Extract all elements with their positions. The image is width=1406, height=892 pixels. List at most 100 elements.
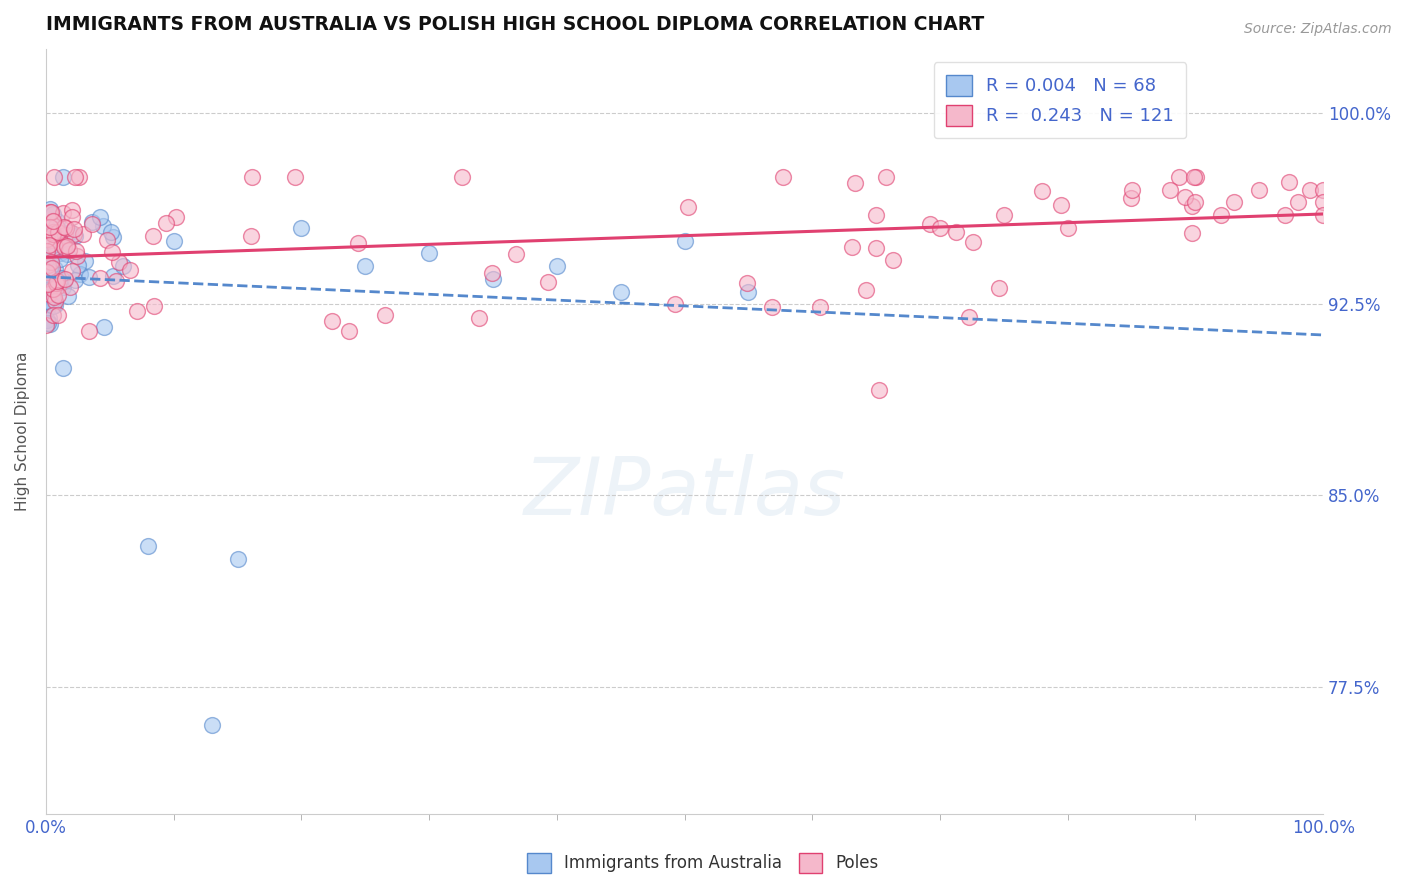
Point bbox=[38, 287, 60, 301]
Point bbox=[284, 169, 307, 184]
Point bbox=[136, 540, 159, 554]
Point bbox=[38, 220, 60, 235]
Point bbox=[44, 262, 66, 277]
Point bbox=[65, 228, 87, 243]
Point bbox=[37, 244, 59, 259]
Point bbox=[111, 259, 134, 273]
Point bbox=[38, 233, 60, 247]
Point bbox=[42, 227, 65, 241]
Point bbox=[1182, 169, 1205, 184]
Point bbox=[46, 278, 69, 293]
Y-axis label: High School Diploma: High School Diploma bbox=[15, 352, 30, 511]
Point bbox=[810, 300, 832, 314]
Point bbox=[118, 263, 141, 277]
Point bbox=[39, 255, 62, 269]
Point bbox=[918, 217, 941, 231]
Point bbox=[41, 308, 63, 322]
Point bbox=[65, 244, 87, 258]
Point bbox=[44, 293, 66, 308]
Point bbox=[55, 221, 77, 235]
Point bbox=[882, 252, 904, 267]
Point bbox=[58, 225, 80, 239]
Point bbox=[163, 234, 186, 248]
Point bbox=[35, 231, 58, 245]
Point bbox=[737, 285, 759, 299]
Point bbox=[53, 271, 76, 285]
Point bbox=[72, 227, 94, 241]
Point bbox=[1056, 220, 1078, 235]
Point bbox=[1167, 169, 1189, 184]
Point bbox=[155, 216, 177, 230]
Point bbox=[41, 299, 63, 313]
Point bbox=[38, 317, 60, 331]
Point bbox=[45, 274, 67, 288]
Point bbox=[73, 254, 96, 268]
Point bbox=[44, 290, 66, 304]
Point bbox=[346, 236, 368, 251]
Point bbox=[165, 210, 187, 224]
Point bbox=[337, 324, 360, 338]
Point bbox=[100, 225, 122, 239]
Point bbox=[772, 169, 794, 184]
Point bbox=[52, 240, 75, 254]
Point bbox=[988, 281, 1011, 295]
Point bbox=[108, 255, 131, 269]
Point bbox=[48, 287, 70, 301]
Point bbox=[418, 246, 440, 260]
Point bbox=[42, 282, 65, 296]
Point bbox=[35, 318, 58, 332]
Point bbox=[52, 169, 75, 184]
Point bbox=[44, 298, 66, 312]
Point bbox=[96, 233, 118, 247]
Legend: Immigrants from Australia, Poles: Immigrants from Australia, Poles bbox=[520, 847, 886, 880]
Point bbox=[37, 277, 59, 291]
Point bbox=[55, 239, 77, 253]
Point bbox=[56, 289, 79, 303]
Point bbox=[1286, 195, 1309, 210]
Point bbox=[60, 202, 83, 217]
Point bbox=[1119, 191, 1142, 205]
Point bbox=[865, 208, 887, 222]
Point bbox=[761, 300, 783, 314]
Point bbox=[53, 220, 76, 235]
Point bbox=[855, 284, 877, 298]
Point bbox=[1249, 183, 1271, 197]
Point bbox=[321, 314, 343, 328]
Point bbox=[69, 267, 91, 281]
Point bbox=[66, 258, 89, 272]
Point bbox=[38, 238, 60, 252]
Point bbox=[42, 213, 65, 227]
Point bbox=[42, 169, 65, 184]
Point bbox=[45, 227, 67, 242]
Point bbox=[1181, 227, 1204, 241]
Point bbox=[1050, 198, 1073, 212]
Point bbox=[42, 206, 65, 220]
Point bbox=[865, 241, 887, 255]
Point bbox=[52, 206, 75, 220]
Point bbox=[1159, 183, 1181, 197]
Point bbox=[79, 324, 101, 338]
Legend: R = 0.004   N = 68, R =  0.243   N = 121: R = 0.004 N = 68, R = 0.243 N = 121 bbox=[934, 62, 1187, 138]
Point bbox=[993, 208, 1015, 222]
Point bbox=[52, 279, 75, 293]
Point bbox=[546, 259, 568, 273]
Point bbox=[105, 274, 128, 288]
Point bbox=[35, 265, 58, 279]
Point bbox=[1274, 208, 1296, 222]
Point bbox=[450, 169, 472, 184]
Point bbox=[41, 261, 63, 276]
Point bbox=[468, 311, 491, 326]
Point bbox=[41, 233, 63, 247]
Point bbox=[55, 247, 77, 261]
Point bbox=[676, 200, 699, 214]
Point bbox=[143, 299, 166, 313]
Point bbox=[38, 310, 60, 325]
Point bbox=[60, 229, 83, 244]
Point bbox=[38, 293, 60, 307]
Point bbox=[1184, 195, 1206, 210]
Point bbox=[1185, 169, 1208, 184]
Point bbox=[673, 234, 696, 248]
Point bbox=[67, 169, 90, 184]
Point bbox=[38, 261, 60, 276]
Point bbox=[127, 304, 149, 318]
